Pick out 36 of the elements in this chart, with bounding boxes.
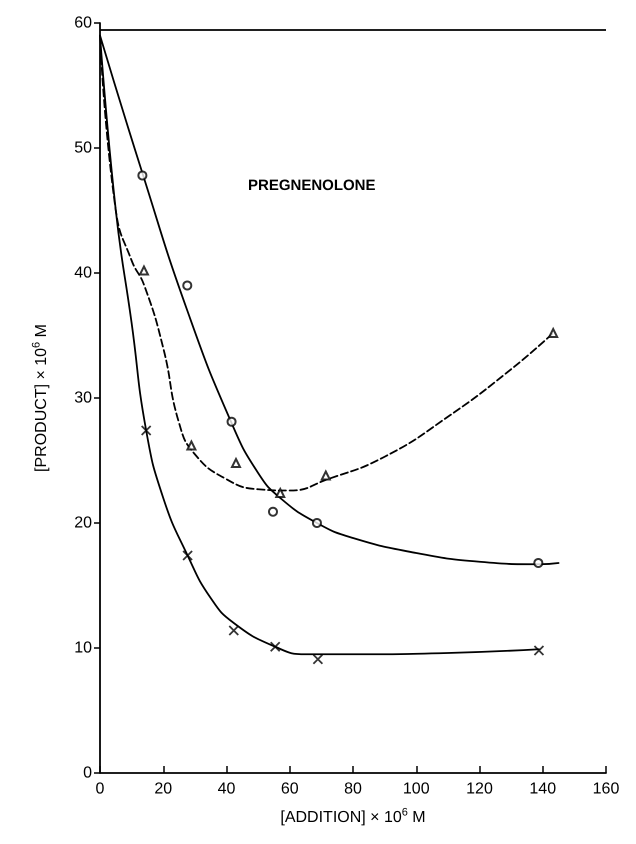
point [270, 641, 281, 652]
point [230, 458, 241, 468]
x-tick-label: 60 [280, 780, 299, 798]
y-axis-title: [PRODUCT] × 106 M [30, 324, 50, 472]
y-tick-label: 20 [74, 514, 92, 532]
x-tick-label: 100 [402, 780, 430, 798]
x-tick-label: 160 [592, 780, 620, 798]
x-tick-label: 40 [218, 780, 236, 798]
x-tick-label: 0 [96, 780, 105, 798]
point [182, 280, 192, 290]
y-tick-label: 40 [74, 264, 92, 282]
point [534, 645, 544, 656]
point [533, 558, 544, 568]
x-tick-label: 80 [344, 780, 362, 798]
x-tick-label: 140 [529, 780, 556, 798]
x-tick-label: 20 [154, 780, 172, 798]
point [320, 470, 331, 480]
annotation: PREGNENOLONE [248, 177, 376, 194]
y-tick-label: 60 [74, 14, 92, 32]
point [275, 488, 286, 498]
point [226, 416, 237, 427]
point [186, 440, 196, 450]
y-tick-label: 10 [74, 640, 92, 656]
y-tick-label: 0 [83, 764, 92, 782]
y-tick-label: 50 [74, 140, 92, 156]
point [138, 266, 149, 276]
point [548, 328, 558, 338]
point [228, 625, 240, 636]
point [137, 170, 148, 180]
point [312, 654, 324, 665]
point [312, 518, 322, 528]
point [140, 425, 152, 436]
point [268, 506, 278, 517]
y-tick-label: 30 [74, 390, 92, 406]
point [182, 550, 193, 561]
x-tick-label: 120 [466, 780, 493, 798]
